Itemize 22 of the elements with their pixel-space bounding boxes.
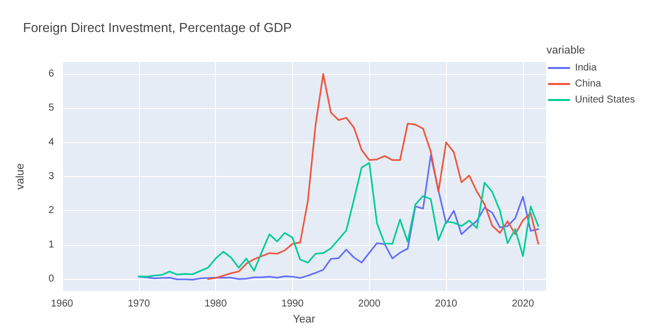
y-tick-label: 3	[48, 171, 54, 182]
x-tick-label: 1980	[204, 298, 228, 310]
y-tick-label: 2	[48, 205, 54, 216]
line-series	[207, 73, 540, 280]
x-axis-title: Year	[292, 313, 316, 326]
y-tick-label: 0	[48, 274, 54, 285]
y-tick-label: 6	[48, 68, 54, 80]
x-tick-label: 1990	[281, 298, 304, 310]
y-tick-label: 4	[48, 136, 54, 148]
legend-label: China	[574, 78, 602, 90]
y-axis-title: value	[14, 163, 26, 190]
legend-title: variable	[546, 44, 586, 56]
y-tick-label: 5	[48, 102, 54, 114]
legend-label: United States	[574, 94, 636, 106]
x-tick-label: 2020	[512, 298, 535, 310]
legend-label: India	[574, 62, 598, 74]
x-tick-label: 1960	[50, 298, 74, 310]
x-tick-label: 2010	[435, 298, 458, 310]
x-tick-label: 1970	[128, 298, 150, 310]
y-tick-label: 1	[48, 239, 54, 250]
x-tick-label: 2000	[358, 298, 381, 310]
chart-title: Foreign Direct Investment, Percentage of GDP	[23, 20, 292, 35]
